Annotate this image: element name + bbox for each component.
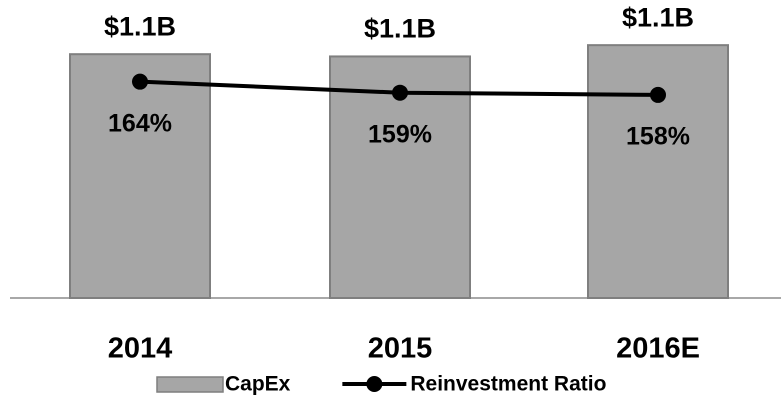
bar-label: $1.1B <box>622 2 694 32</box>
line-marker <box>650 86 666 103</box>
bar-label: $1.1B <box>104 11 176 41</box>
line-marker <box>392 84 408 101</box>
legend-label: CapEx <box>225 373 291 396</box>
x-tick-label: 2014 <box>108 333 173 365</box>
legend-label: Reinvestment Ratio <box>410 373 606 396</box>
line-label: 159% <box>368 120 432 148</box>
bar <box>587 44 729 299</box>
line-marker <box>132 73 148 90</box>
line-label: 158% <box>626 123 690 151</box>
line-label: 164% <box>108 109 172 137</box>
legend-swatch-marker <box>366 376 383 392</box>
x-tick-label: 2016E <box>616 333 700 365</box>
x-tick-label: 2015 <box>368 333 433 365</box>
bar-label: $1.1B <box>364 14 436 44</box>
bar <box>69 53 211 299</box>
legend-swatch <box>156 376 224 393</box>
